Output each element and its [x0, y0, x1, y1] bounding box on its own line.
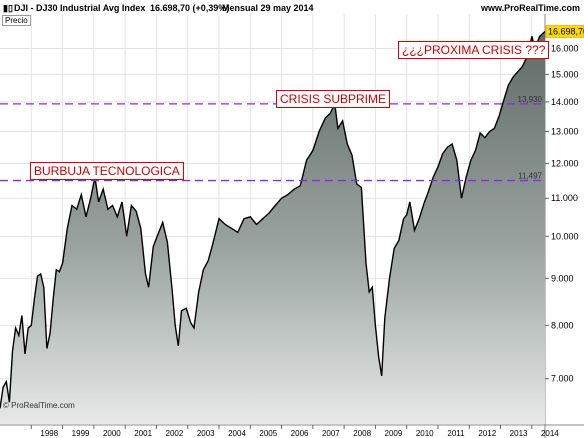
credit-text: © ProRealTime.com — [3, 401, 75, 410]
chart-icon: ▮▯ — [3, 3, 13, 13]
annotation-proxima: ¿¿¿PROXIMA CRISIS ??? — [398, 41, 550, 59]
x-tick-label: 2011 — [447, 429, 465, 438]
y-tick-label: 9.000 — [551, 273, 574, 283]
panel-label: Precio — [2, 15, 31, 26]
x-tick-label: 2004 — [228, 429, 246, 438]
x-tick-label: 1998 — [40, 429, 58, 438]
last-price: 16.698,70 (+0,39%) — [150, 3, 230, 13]
x-tick-label: 2013 — [510, 429, 528, 438]
reference-line-label: 13,930 — [518, 95, 543, 104]
chart-header: ▮▯ DJI - DJ30 Industrial Avg Index 16.69… — [0, 0, 584, 14]
x-tick-label: 2014 — [541, 429, 559, 438]
y-tick-label: 16.000 — [551, 44, 579, 54]
x-tick-label: 2010 — [416, 429, 434, 438]
site-url[interactable]: www.ProRealTime.com — [480, 3, 580, 13]
y-tick-label: 10.000 — [551, 231, 579, 241]
y-tick-label: 11.000 — [551, 193, 578, 203]
annotation-subprime: CRISIS SUBPRIME — [276, 90, 391, 108]
y-axis: 7.000 8.000 9.000 10.000 11.000 12.000 13.000 1… — [545, 25, 584, 384]
y-tick-label: 8.000 — [551, 320, 574, 330]
horizontal-lines: 13,930 11,497 — [0, 95, 545, 182]
x-tick-label: 2006 — [291, 429, 309, 438]
y-tick-label: 13.000 — [551, 126, 579, 136]
x-tick-label: 2001 — [134, 429, 152, 438]
x-tick-label: 2007 — [322, 429, 340, 438]
symbol-name: DJI - DJ30 Industrial Avg Index — [14, 3, 146, 13]
x-tick-label: 2005 — [259, 429, 277, 438]
x-tick-label: 2003 — [197, 429, 215, 438]
price-line — [0, 30, 546, 409]
y-tick-label: 14.000 — [551, 97, 579, 107]
y-tick-label: 7.000 — [551, 374, 574, 384]
x-tick-label: 2002 — [166, 429, 184, 438]
annotation-burbuja: BURBUJA TECNOLOGICA — [30, 162, 184, 180]
x-axis: 1998 1999 2000 2001 2002 2003 2004 2005 2006 2007… — [30, 425, 559, 438]
y-tick-label: 12.000 — [551, 158, 579, 168]
x-tick-label: 2009 — [385, 429, 403, 438]
x-tick-label: 2012 — [478, 429, 496, 438]
x-tick-label: 1999 — [72, 429, 90, 438]
price-area — [0, 31, 545, 424]
current-price-box — [545, 25, 584, 38]
x-tick-label: 2008 — [353, 429, 371, 438]
y-tick-label: 15.000 — [551, 69, 579, 79]
period-date: Mensual 29 may 2014 — [222, 3, 314, 13]
reference-line-label: 11,497 — [518, 172, 542, 181]
x-tick-label: 2000 — [103, 429, 121, 438]
current-price-label: 16.698,70 — [548, 26, 584, 36]
